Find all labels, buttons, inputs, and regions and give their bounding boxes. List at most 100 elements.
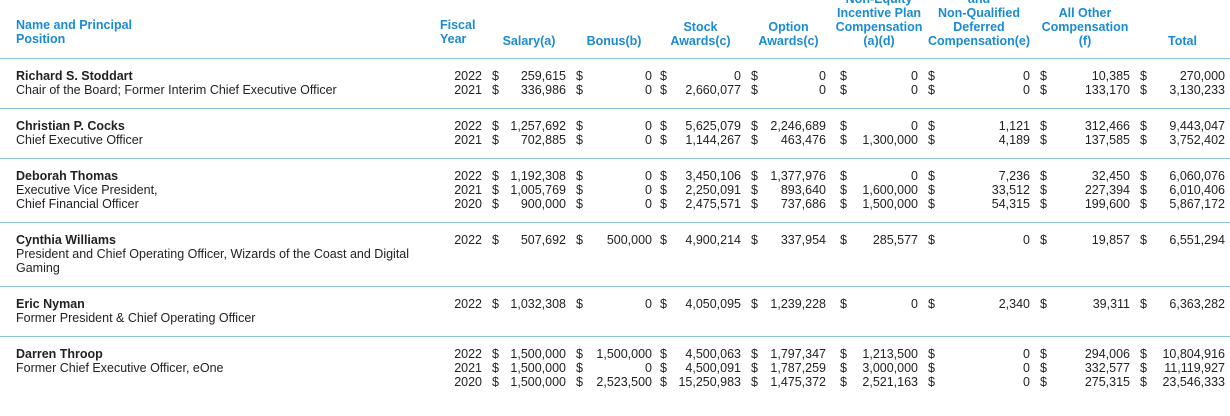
currency-sign: $ <box>1140 347 1147 361</box>
header-text: Deferred <box>953 20 1005 34</box>
amount-cell: $19,857 <box>1040 233 1130 247</box>
amount: $0 <box>576 361 652 375</box>
amount-value: 6,363,282 <box>1169 297 1225 311</box>
amount: $1,121 <box>928 119 1030 133</box>
amount-value: 4,189 <box>998 133 1030 147</box>
amount-value: 900,000 <box>520 197 566 211</box>
currency-sign: $ <box>840 169 847 183</box>
amount-cell: $5,625,079 $1,144,267 <box>660 119 741 147</box>
currency-sign: $ <box>840 197 847 211</box>
amount-value: 3,000,000 <box>862 361 918 375</box>
currency-sign: $ <box>1140 83 1147 97</box>
amount-value: 0 <box>645 197 652 211</box>
amount: $11,119,927 <box>1140 361 1225 375</box>
amount-cell: $10,385 $133,170 <box>1040 69 1130 97</box>
amount-value: 6,010,406 <box>1169 183 1225 197</box>
amount-value: 2,250,091 <box>685 183 741 197</box>
officer-title: Former Chief Executive Officer, eOne <box>16 361 224 375</box>
year-cell: 2022 2021 <box>440 119 482 147</box>
header-text: Fiscal <box>440 18 476 32</box>
amount: $0 <box>576 133 652 147</box>
amount: $3,000,000 <box>840 361 918 375</box>
amount: $4,900,214 <box>660 233 741 247</box>
amount-value: 2,523,500 <box>596 375 652 389</box>
amount-value: 0 <box>1023 233 1030 247</box>
currency-sign: $ <box>1040 297 1047 311</box>
amount: $0 <box>928 233 1030 247</box>
amount-cell: $39,311 <box>1040 297 1130 311</box>
currency-sign: $ <box>492 375 499 389</box>
currency-sign: $ <box>576 69 583 83</box>
currency-sign: $ <box>660 183 667 197</box>
header-cell: Name and Principal Position <box>16 18 440 48</box>
currency-sign: $ <box>492 183 499 197</box>
currency-sign: $ <box>1040 69 1047 83</box>
amount: $0 <box>576 119 652 133</box>
amount-value: 1,239,228 <box>770 297 826 311</box>
amount: $0 <box>576 197 652 211</box>
currency-sign: $ <box>576 183 583 197</box>
amount-cell: $0 $1,300,000 <box>840 119 918 147</box>
amount: $4,050,095 <box>660 297 741 311</box>
year-cell: 2022 <box>440 297 482 311</box>
currency-sign: $ <box>928 375 935 389</box>
amount-cell: $4,050,095 <box>660 297 741 311</box>
currency-sign: $ <box>751 83 758 97</box>
amount-value: 5,867,172 <box>1169 197 1225 211</box>
amount-value: 1,500,000 <box>510 347 566 361</box>
amount-cell: $312,466 $137,585 <box>1040 119 1130 147</box>
amount-value: 33,512 <box>991 183 1030 197</box>
currency-sign: $ <box>1040 233 1047 247</box>
header-text: Total <box>1168 34 1197 48</box>
amount-value: 3,752,402 <box>1169 133 1225 147</box>
amount-value: 0 <box>1023 347 1030 361</box>
amount-value: 2,340 <box>998 297 1030 311</box>
currency-sign: $ <box>492 197 499 211</box>
currency-sign: $ <box>928 183 935 197</box>
name-cell: Darren Throop Former Chief Executive Offi… <box>16 347 440 375</box>
currency-sign: $ <box>576 169 583 183</box>
currency-sign: $ <box>1040 83 1047 97</box>
amount-value: 0 <box>911 69 918 83</box>
amount-cell: $1,032,308 <box>492 297 566 311</box>
amount-cell: $0 $2,660,077 <box>660 69 741 97</box>
currency-sign: $ <box>576 347 583 361</box>
amount-cell: $32,450 $227,394 $199,600 <box>1040 169 1130 211</box>
currency-sign: $ <box>840 361 847 375</box>
currency-sign: $ <box>928 133 935 147</box>
amount: $1,797,347 <box>751 347 826 361</box>
amount-cell: $4,500,063 $4,500,091 $15,250,983 <box>660 347 741 389</box>
year-cell: 2022 2021 <box>440 69 482 97</box>
officer-name: Deborah Thomas <box>16 169 119 183</box>
currency-sign: $ <box>928 83 935 97</box>
currency-sign: $ <box>1140 375 1147 389</box>
amount-value: 1,475,372 <box>770 375 826 389</box>
currency-sign: $ <box>1040 375 1047 389</box>
amount: $1,600,000 <box>840 183 918 197</box>
amount-value: 275,315 <box>1084 375 1130 389</box>
currency-sign: $ <box>1040 169 1047 183</box>
header-cell: Stock Awards(c) <box>660 20 741 48</box>
header-text: Non-Equity <box>826 0 932 6</box>
amount-value: 1,600,000 <box>862 183 918 197</box>
officer-title: Chief Executive Officer <box>16 133 143 147</box>
amount: $5,867,172 <box>1140 197 1225 211</box>
amount: $3,752,402 <box>1140 133 1225 147</box>
header-text: Non-Qualified <box>938 6 1020 20</box>
amount: $4,500,063 <box>660 347 741 361</box>
amount-cell: $259,615 $336,986 <box>492 69 566 97</box>
currency-sign: $ <box>751 297 758 311</box>
currency-sign: $ <box>928 347 935 361</box>
amount-value: 1,121 <box>998 119 1030 133</box>
amount-value: 0 <box>819 69 826 83</box>
amount-cell: $6,060,076 $6,010,406 $5,867,172 <box>1140 169 1225 211</box>
amount: $15,250,983 <box>660 375 741 389</box>
header-text: Compensation(e) <box>927 34 1031 48</box>
amount: $0 <box>928 375 1030 389</box>
name-cell: Eric Nyman Former President & Chief Opera… <box>16 297 440 325</box>
amount: $0 <box>751 83 826 97</box>
amount-value: 0 <box>645 361 652 375</box>
header-text: Awards(c) <box>758 34 819 48</box>
header-text: Name and Principal <box>16 18 133 32</box>
officer-row: Deborah Thomas Executive Vice President, C… <box>0 158 1230 222</box>
